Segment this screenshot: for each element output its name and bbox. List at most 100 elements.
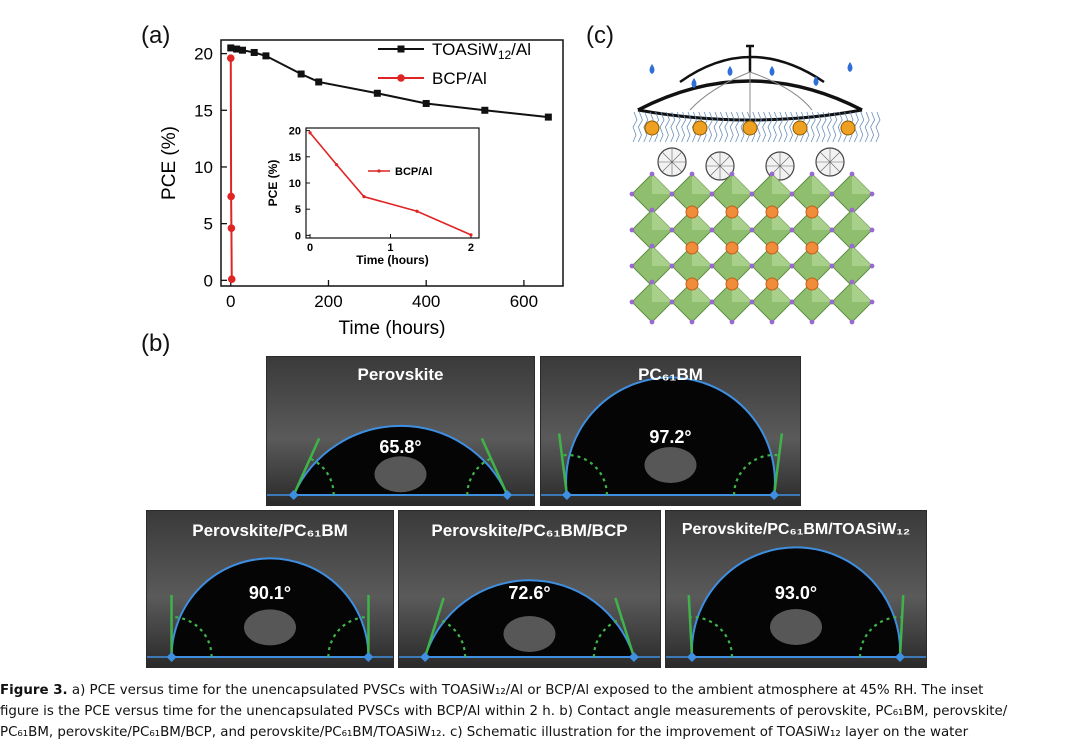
inset-legend-label: BCP/Al xyxy=(395,166,432,178)
halide-atom xyxy=(629,263,635,269)
droplet-reflection xyxy=(770,609,822,645)
alkyl-chain xyxy=(762,111,768,143)
droplet-graphic xyxy=(399,511,660,667)
alkyl-chain xyxy=(778,111,784,143)
tangent-right xyxy=(898,595,905,658)
contact-point-left xyxy=(166,652,177,662)
y-tick-label: 20 xyxy=(194,45,213,64)
halide-atom xyxy=(629,191,635,197)
halide-atom xyxy=(669,227,675,233)
x-axis-label: Time (hours) xyxy=(339,318,446,339)
drop-angle-value: 93.0° xyxy=(774,583,818,603)
a-site-cation xyxy=(725,241,739,255)
halide-atom xyxy=(649,319,655,325)
figure-caption: Figure 3. a) PCE versus time for the une… xyxy=(0,680,1080,743)
tangent-right xyxy=(480,437,509,496)
a-site-cation xyxy=(805,205,819,219)
alkyl-chain xyxy=(659,111,665,143)
halide-atom xyxy=(689,319,695,325)
tangent-left xyxy=(423,597,445,658)
octahedron-highlight xyxy=(772,174,792,194)
a-site-cation xyxy=(805,241,819,255)
data-point xyxy=(227,44,235,52)
alkyl-chain xyxy=(789,111,795,143)
contact-angle-perovskite-pcbm-bcp: Perovskite/PC₆₁BM/BCP 72.6° xyxy=(398,510,661,668)
alkyl-chain xyxy=(691,111,697,143)
angle-arc-left xyxy=(561,453,608,496)
alkyl-chain xyxy=(875,111,881,143)
contact-point-right xyxy=(628,652,639,662)
halide-atom xyxy=(709,263,715,269)
alkyl-chain xyxy=(708,111,714,143)
angle-arc-right xyxy=(858,615,903,658)
caption-line-3: PC₆₁BM, perovskite/PC₆₁BM/BCP, and perov… xyxy=(0,722,1080,743)
angle-arc-left xyxy=(689,615,734,658)
halide-atom xyxy=(749,227,755,233)
umbrella-tip xyxy=(746,44,754,72)
polyoxometalate-cluster xyxy=(840,120,856,136)
alkyl-chain xyxy=(675,111,681,143)
droplet-reflection xyxy=(374,456,427,493)
octahedron-highlight xyxy=(812,174,832,194)
caption-text-2: figure is the PCE versus time for the un… xyxy=(0,704,1008,719)
droplet-graphic xyxy=(541,357,800,505)
panel-label-b: (b) xyxy=(141,330,171,357)
perovskite-octahedron xyxy=(629,279,675,325)
caption-text-3: PC₆₁BM, perovskite/PC₆₁BM/BCP, and perov… xyxy=(0,725,969,740)
alkyl-chain xyxy=(767,111,773,143)
alkyl-chain xyxy=(735,111,741,143)
contact-angle-perovskite: Perovskite 65.8° xyxy=(266,356,535,506)
inset-frame xyxy=(305,127,480,239)
droplet-outline xyxy=(690,546,902,658)
drop-title: PC₆₁BM xyxy=(638,365,703,384)
water-drop-icon xyxy=(727,66,733,76)
octahedron-highlight xyxy=(652,282,672,302)
halide-atom xyxy=(849,319,855,325)
data-point xyxy=(481,106,489,114)
halide-atom xyxy=(829,299,835,305)
droplet-outline xyxy=(565,376,776,496)
contact-point-right xyxy=(769,490,780,500)
water-drop-icon xyxy=(691,78,697,88)
halide-atom xyxy=(629,227,635,233)
inset-x-tick-label: 0 xyxy=(307,242,313,254)
tangent-left xyxy=(687,595,694,658)
alkyl-chain xyxy=(724,111,730,143)
octahedron-highlight xyxy=(852,282,872,302)
fullerene-bonds xyxy=(766,152,794,180)
polyoxometalate-cluster xyxy=(792,120,808,136)
data-point xyxy=(227,192,235,201)
polyoxometalate-cluster xyxy=(644,120,660,136)
droplet-graphic xyxy=(666,511,926,667)
tangent-left xyxy=(557,433,569,496)
alkyl-chain xyxy=(821,111,827,143)
data-point xyxy=(226,54,235,62)
alkyl-chain xyxy=(870,111,876,143)
contact-point-right xyxy=(502,490,513,500)
alkyl-chain xyxy=(864,111,870,143)
inset-y-tick-label: 0 xyxy=(295,230,301,242)
x-tick-label: 400 xyxy=(412,292,440,311)
x-tick-label: 200 xyxy=(314,292,342,311)
halide-atom xyxy=(789,191,795,197)
perovskite-octahedron xyxy=(829,207,875,253)
halide-atom xyxy=(789,263,795,269)
fullerene-molecule xyxy=(657,147,687,177)
halide-atom xyxy=(849,207,855,213)
alkyl-chain xyxy=(756,111,762,143)
fullerene-molecule xyxy=(815,147,845,177)
alkyl-chain xyxy=(713,111,719,143)
legend-marker xyxy=(397,74,405,82)
halide-atom xyxy=(829,263,835,269)
halide-atom xyxy=(829,191,835,197)
inset-x-tick-label: 1 xyxy=(387,242,393,254)
alkyl-chain xyxy=(816,111,822,143)
halide-atom xyxy=(729,319,735,325)
panel-label-c: (c) xyxy=(586,22,614,49)
halide-atom xyxy=(689,171,695,177)
caption-label: Figure 3. xyxy=(0,683,68,698)
halide-atom xyxy=(749,299,755,305)
inset-data-point xyxy=(469,233,473,237)
alkyl-chain xyxy=(643,111,649,143)
